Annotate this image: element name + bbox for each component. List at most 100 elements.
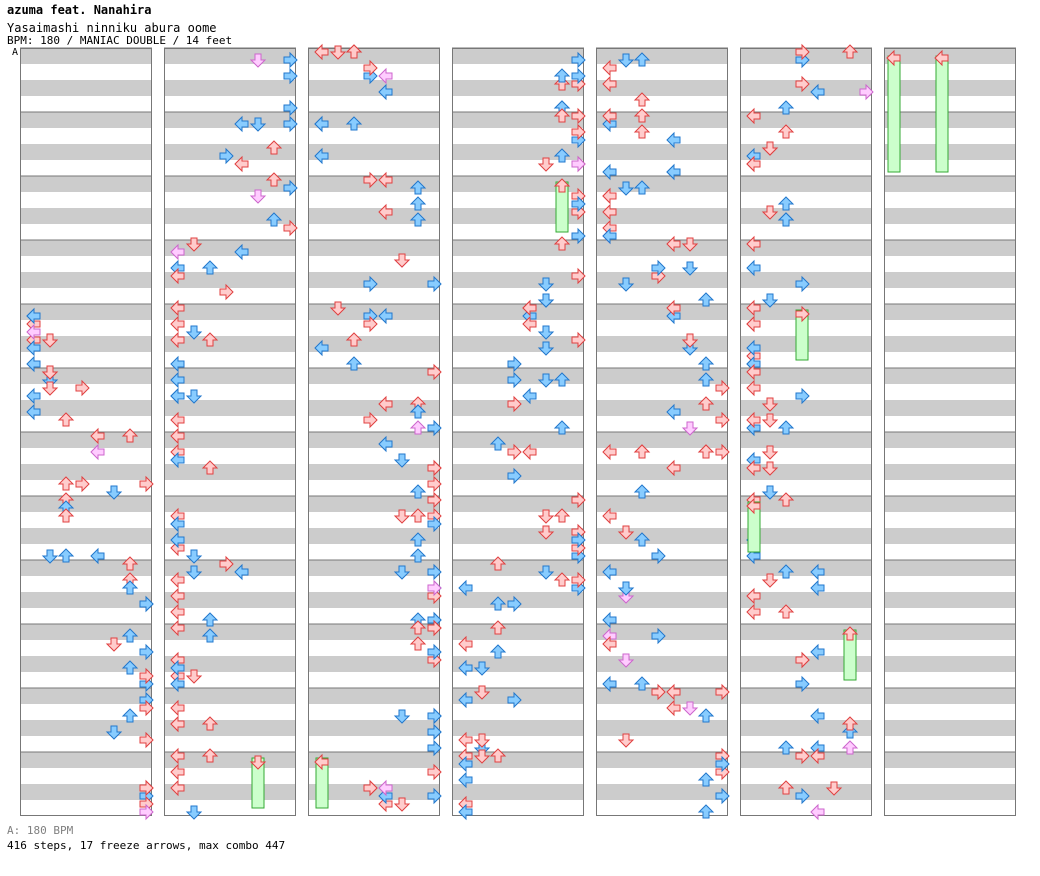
step-arrow	[841, 740, 859, 755]
step-arrow	[249, 755, 267, 770]
step-arrow	[715, 787, 730, 805]
beat-stripe	[20, 176, 152, 192]
step-arrow	[761, 293, 779, 308]
beat-stripe	[740, 400, 872, 416]
step-arrow	[283, 219, 298, 237]
step-arrow	[633, 124, 651, 139]
step-arrow	[746, 299, 761, 317]
step-arrow	[249, 189, 267, 204]
step-arrow	[666, 699, 681, 717]
step-arrow	[75, 475, 90, 493]
step-arrow	[553, 68, 571, 83]
beat-stripe	[740, 112, 872, 128]
beat-stripe	[308, 400, 440, 416]
beat-stripe	[884, 784, 1016, 800]
step-arrow	[886, 49, 901, 67]
step-arrow	[537, 565, 555, 580]
beat-stripe	[308, 688, 440, 704]
step-arrow	[393, 253, 411, 268]
step-arrow	[185, 389, 203, 404]
step-arrow	[507, 691, 522, 709]
step-arrow	[507, 355, 522, 373]
step-arrow	[681, 333, 699, 348]
step-arrow	[458, 691, 473, 709]
step-arrow	[537, 525, 555, 540]
step-arrow	[329, 301, 347, 316]
beat-stripe	[20, 48, 152, 64]
step-arrow	[522, 299, 537, 317]
beat-stripe	[740, 720, 872, 736]
step-arrow	[553, 148, 571, 163]
step-arrow	[537, 157, 555, 172]
step-arrow	[314, 339, 329, 357]
step-arrow	[697, 708, 715, 723]
beat-stripe	[884, 400, 1016, 416]
beat-stripe	[884, 464, 1016, 480]
step-arrow	[777, 420, 795, 435]
beat-stripe	[20, 272, 152, 288]
step-arrow	[715, 411, 730, 429]
beat-stripe	[164, 176, 296, 192]
step-arrow	[746, 363, 761, 381]
step-arrow	[633, 676, 651, 691]
step-arrow	[489, 436, 507, 451]
step-arrow	[795, 275, 810, 293]
step-arrow	[219, 147, 234, 165]
beat-stripe	[740, 368, 872, 384]
step-arrow	[26, 387, 41, 405]
step-arrow	[170, 427, 185, 445]
beat-stripe	[596, 560, 728, 576]
chart-info: BPM: 180 / MANIAC DOUBLE / 14 feet	[7, 34, 233, 47]
step-arrow	[553, 108, 571, 123]
step-arrow	[553, 76, 571, 91]
beat-stripe	[164, 368, 296, 384]
step-arrow	[458, 659, 473, 677]
step-arrow	[571, 195, 586, 213]
step-arrow	[666, 163, 681, 181]
step-arrow	[185, 549, 203, 564]
step-arrow	[201, 748, 219, 763]
step-arrow	[26, 403, 41, 421]
step-arrow	[121, 428, 139, 443]
step-arrow	[427, 579, 442, 597]
step-arrow	[26, 323, 41, 341]
step-arrow	[553, 572, 571, 587]
beat-stripe	[20, 144, 152, 160]
beat-stripe	[308, 720, 440, 736]
step-arrow	[363, 275, 378, 293]
beat-stripe	[884, 240, 1016, 256]
beat-stripe	[452, 720, 584, 736]
beat-stripe	[740, 624, 872, 640]
step-arrow	[283, 51, 298, 69]
beat-stripe	[308, 240, 440, 256]
step-arrow	[934, 49, 949, 67]
step-arrow	[170, 747, 185, 765]
beat-stripe	[452, 144, 584, 160]
beat-stripe	[884, 720, 1016, 736]
beat-stripe	[452, 528, 584, 544]
beat-stripe	[740, 240, 872, 256]
beat-stripe	[164, 720, 296, 736]
freeze-arrow	[935, 55, 949, 173]
step-arrow	[409, 532, 427, 547]
beat-stripe	[20, 464, 152, 480]
step-arrow	[571, 531, 586, 549]
step-arrow	[715, 443, 730, 461]
beat-stripe	[452, 784, 584, 800]
step-arrow	[363, 171, 378, 189]
step-arrow	[602, 563, 617, 581]
step-arrow	[139, 595, 154, 613]
beat-stripe	[452, 80, 584, 96]
step-arrow	[522, 443, 537, 461]
beat-stripe	[308, 528, 440, 544]
beat-stripe	[164, 272, 296, 288]
beat-stripe	[884, 272, 1016, 288]
step-arrow	[553, 372, 571, 387]
step-arrow	[139, 779, 154, 797]
step-arrow	[378, 435, 393, 453]
step-arrow	[378, 395, 393, 413]
step-arrow	[537, 341, 555, 356]
step-arrow	[537, 293, 555, 308]
step-arrow	[810, 747, 825, 765]
step-arrow	[507, 395, 522, 413]
